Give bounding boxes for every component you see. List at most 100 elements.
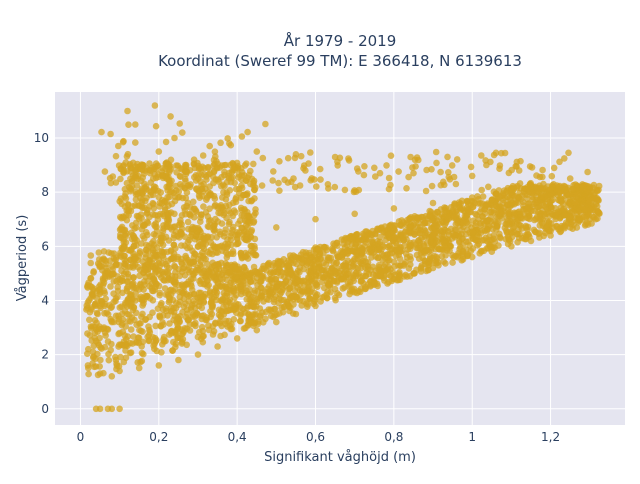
data-point xyxy=(199,338,207,346)
data-point xyxy=(123,216,131,224)
data-point xyxy=(134,190,141,198)
data-point xyxy=(92,337,100,345)
data-point xyxy=(151,334,159,342)
data-point xyxy=(586,215,593,223)
data-point xyxy=(116,405,123,413)
data-point xyxy=(371,280,378,288)
data-point xyxy=(169,296,177,304)
data-point xyxy=(152,165,160,173)
data-point xyxy=(306,257,314,264)
data-point xyxy=(190,198,197,206)
data-point xyxy=(247,180,254,188)
data-point xyxy=(100,248,108,255)
data-point xyxy=(186,210,194,218)
data-point xyxy=(407,216,415,223)
data-point xyxy=(517,214,524,221)
data-point xyxy=(524,231,531,238)
data-point xyxy=(218,220,226,227)
data-point xyxy=(105,356,113,364)
data-point xyxy=(515,208,523,215)
data-point xyxy=(358,277,365,285)
data-point xyxy=(459,256,467,263)
data-point xyxy=(323,294,331,302)
data-point xyxy=(471,222,479,230)
data-point xyxy=(571,199,579,206)
data-point xyxy=(85,370,92,378)
data-point xyxy=(503,200,511,208)
data-point xyxy=(270,168,277,175)
data-point xyxy=(156,199,164,207)
data-point xyxy=(471,236,479,244)
data-point xyxy=(136,266,144,274)
data-point xyxy=(270,296,278,303)
data-point xyxy=(107,130,114,138)
data-point xyxy=(170,231,178,239)
data-point xyxy=(175,194,182,201)
data-point xyxy=(266,291,274,298)
data-point xyxy=(118,223,126,231)
data-point xyxy=(250,160,257,168)
data-point xyxy=(149,175,157,182)
data-point xyxy=(152,322,159,330)
data-point xyxy=(515,193,522,201)
data-point xyxy=(274,269,282,277)
data-point xyxy=(590,191,598,199)
data-point xyxy=(247,247,255,255)
data-point xyxy=(324,181,332,188)
data-point xyxy=(124,107,131,115)
data-point xyxy=(145,265,152,273)
data-point xyxy=(85,364,92,372)
data-point xyxy=(390,275,398,283)
data-point xyxy=(130,274,137,281)
data-point xyxy=(493,213,501,221)
data-point xyxy=(101,300,109,308)
data-point xyxy=(166,183,174,190)
data-point xyxy=(176,298,184,306)
data-point xyxy=(240,212,248,220)
data-point xyxy=(516,180,524,187)
data-point xyxy=(181,242,188,249)
data-point xyxy=(139,302,146,309)
data-point xyxy=(217,332,224,340)
data-point xyxy=(147,167,154,174)
data-point xyxy=(212,153,219,160)
data-point xyxy=(575,216,583,224)
x-tick-label: 0,2 xyxy=(149,430,168,444)
data-point xyxy=(533,172,540,179)
data-point xyxy=(192,207,200,214)
data-point xyxy=(190,156,198,163)
data-point xyxy=(546,212,554,220)
data-point xyxy=(174,334,181,342)
data-point xyxy=(273,224,280,231)
data-point xyxy=(288,178,295,186)
data-point xyxy=(173,169,180,176)
data-point xyxy=(119,320,126,327)
data-point xyxy=(142,250,149,258)
data-point xyxy=(185,292,192,300)
data-point xyxy=(118,277,126,284)
data-point xyxy=(190,226,197,233)
data-point xyxy=(443,247,451,254)
data-point xyxy=(332,260,340,267)
data-point xyxy=(246,270,253,278)
data-point xyxy=(112,179,120,186)
data-point xyxy=(106,257,114,265)
data-point xyxy=(407,153,414,161)
data-point xyxy=(526,215,533,223)
data-point xyxy=(124,310,131,318)
data-point xyxy=(124,150,132,158)
data-point xyxy=(584,168,591,176)
data-point xyxy=(224,135,231,142)
data-point xyxy=(180,328,188,335)
data-point xyxy=(322,244,330,251)
data-point xyxy=(112,256,119,264)
data-point xyxy=(156,289,164,297)
data-point xyxy=(174,315,181,323)
data-point xyxy=(131,316,138,324)
data-point xyxy=(233,234,241,242)
data-point xyxy=(236,217,244,224)
data-point xyxy=(293,260,300,268)
data-point xyxy=(299,248,307,256)
data-point xyxy=(247,242,255,250)
